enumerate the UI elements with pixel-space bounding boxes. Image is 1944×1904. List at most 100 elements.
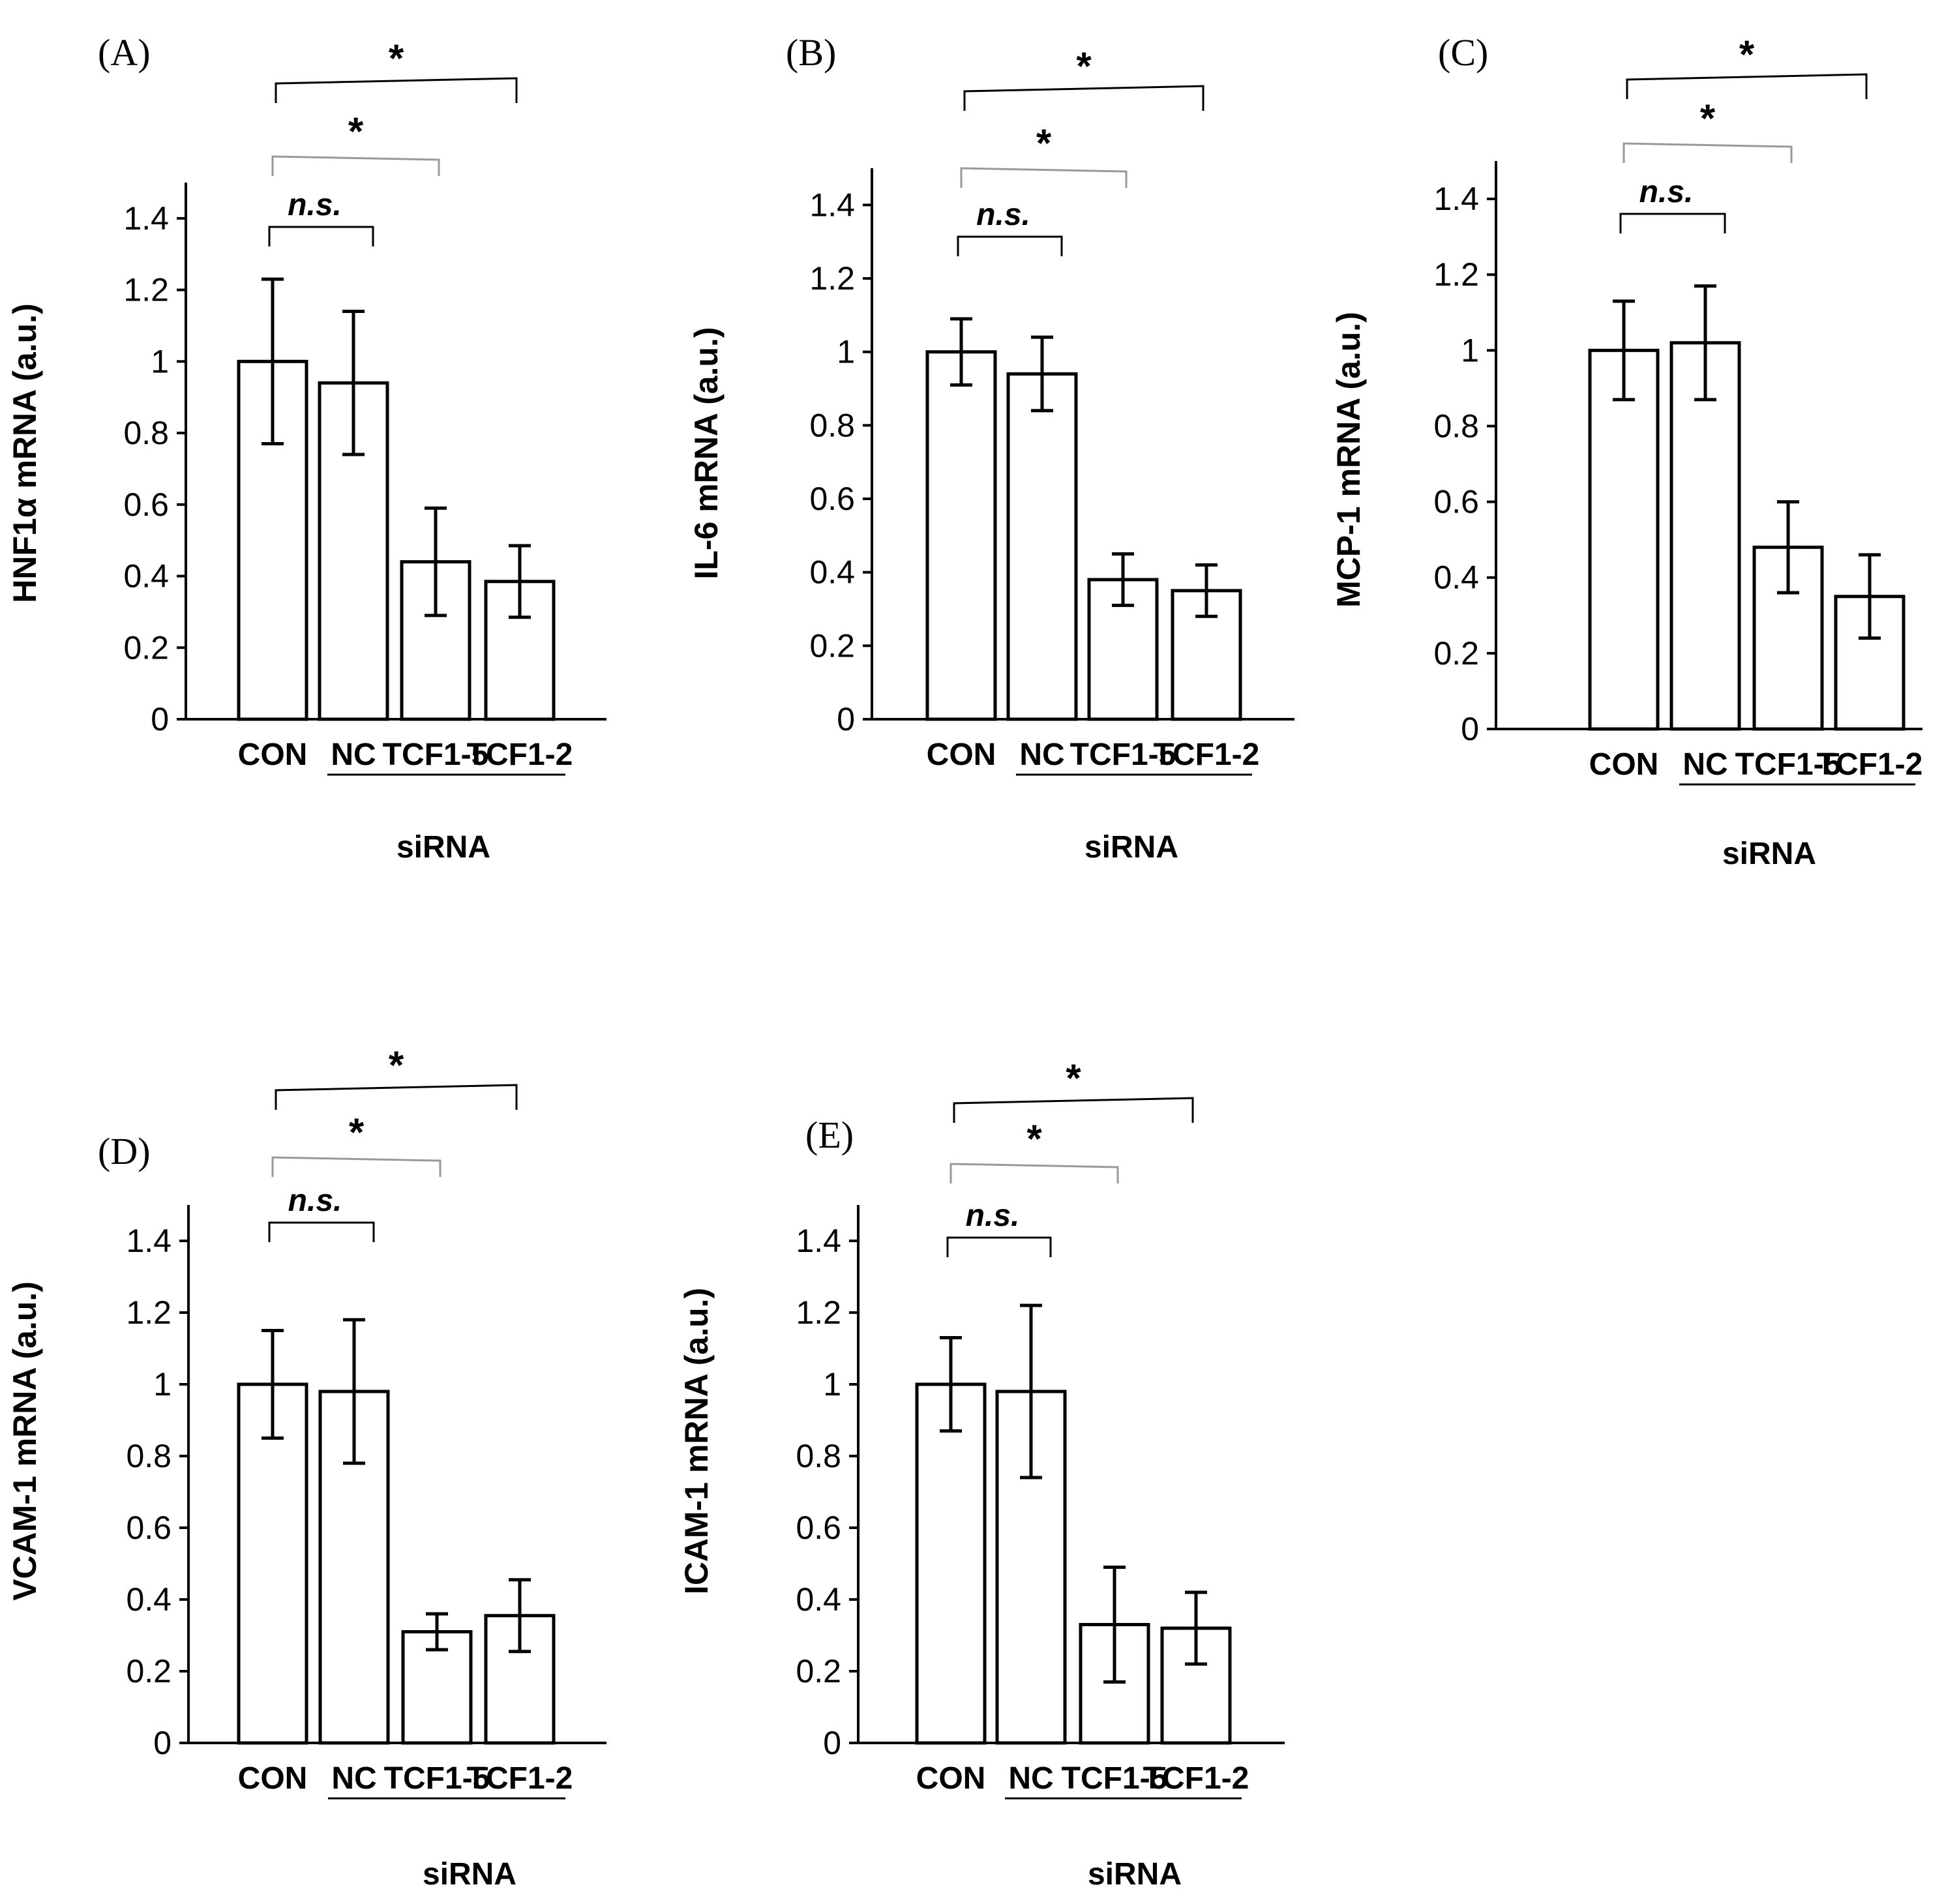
significance-label-ns: n.s. xyxy=(288,1183,342,1218)
bar-con xyxy=(925,350,997,721)
y-tick-label: 0 xyxy=(153,1725,172,1761)
y-tick-label: 1.4 xyxy=(126,1223,172,1259)
y-tick-label: 0.4 xyxy=(1433,559,1479,596)
chart-panel-1: (A) 0 0.2 0.4 0.6 0.8 1 1.2 1.4 HNF1α mRNA (a.u.)… xyxy=(7,31,606,865)
category-label: CON xyxy=(1589,747,1659,782)
y-tick-label: 1.4 xyxy=(1433,181,1479,217)
y-tick-label: 1 xyxy=(151,343,169,379)
significance-bracket xyxy=(1626,73,1868,99)
y-tick-label: 1 xyxy=(837,334,855,370)
significance-bracket xyxy=(946,1236,1052,1257)
significance-label-star: * xyxy=(389,1043,404,1087)
significance-label-ns: n.s. xyxy=(966,1198,1020,1233)
significance-label-star: * xyxy=(1739,33,1755,76)
chart-panel-5: (E) 0 0.2 0.4 0.6 0.8 1 1.2 1.4 ICAM-1 mRNA (a.u.… xyxy=(678,1056,1285,1892)
bar-con xyxy=(237,1382,308,1745)
y-tick-label: 0.6 xyxy=(126,1510,172,1546)
significance-bracket xyxy=(271,155,440,176)
y-tick-label: 1.4 xyxy=(809,186,855,223)
x-axis-title: siRNA xyxy=(1084,830,1178,865)
significance-label-star: * xyxy=(389,37,404,80)
y-tick-label: 0.6 xyxy=(123,486,169,523)
chart-panel-2: (B) 0 0.2 0.4 0.6 0.8 1 1.2 1.4 IL-6 mRNA (a.u.) C… xyxy=(688,31,1294,865)
x-axis-title: siRNA xyxy=(423,1857,516,1892)
y-tick-label: 0.4 xyxy=(809,554,855,591)
y-tick-label: 0 xyxy=(823,1725,841,1761)
panel-label: (D) xyxy=(98,1130,151,1172)
y-tick-label: 0 xyxy=(837,701,855,737)
y-tick-label: 0.8 xyxy=(809,407,855,443)
bar-tcf1-5 xyxy=(401,1630,473,1745)
significance-label-ns: n.s. xyxy=(1639,175,1694,209)
x-axis-title: siRNA xyxy=(1722,837,1816,871)
y-tick-label: 0.4 xyxy=(796,1581,841,1618)
y-axis-title: ICAM-1 mRNA (a.u.) xyxy=(678,1288,715,1594)
significance-bracket xyxy=(963,85,1204,111)
category-label: TCF1-2 xyxy=(1143,1761,1249,1796)
significance-bracket xyxy=(1622,142,1793,163)
significance-bracket xyxy=(268,226,374,246)
category-label: CON xyxy=(916,1761,986,1796)
significance-bracket xyxy=(275,77,518,103)
y-axis-title: MCP-1 mRNA (a.u.) xyxy=(1330,312,1367,608)
panel-label: (A) xyxy=(98,31,151,74)
y-tick-label: 1 xyxy=(153,1366,172,1403)
category-label: TCF1-5 xyxy=(1735,747,1842,782)
bar-nc xyxy=(1006,372,1078,721)
significance-bracket xyxy=(950,1163,1119,1183)
y-tick-label: 1.4 xyxy=(796,1223,841,1259)
y-axis-title: VCAM-1 mRNA (a.u.) xyxy=(7,1281,43,1601)
significance-label-star: * xyxy=(349,1110,365,1154)
significance-bracket xyxy=(953,1097,1194,1123)
x-axis-title: siRNA xyxy=(1088,1857,1182,1892)
y-tick-label: 1 xyxy=(1461,332,1479,368)
significance-label-star: * xyxy=(1066,1056,1081,1100)
y-tick-label: 0.2 xyxy=(796,1653,841,1689)
y-tick-label: 1.2 xyxy=(1433,256,1479,293)
category-label: NC xyxy=(1682,747,1727,782)
significance-label-star: * xyxy=(1076,44,1092,88)
y-tick-label: 1.2 xyxy=(126,1294,172,1331)
category-label: NC xyxy=(331,737,376,772)
category-label: NC xyxy=(1019,737,1064,772)
category-label: TCF1-5 xyxy=(383,737,489,772)
category-label: TCF1-5 xyxy=(384,1761,490,1796)
bar-nc xyxy=(318,381,389,721)
significance-bracket xyxy=(960,167,1128,188)
significance-label-star: * xyxy=(1026,1117,1042,1161)
significance-label-ns: n.s. xyxy=(288,188,342,222)
y-tick-label: 0.8 xyxy=(123,415,169,451)
category-label: TCF1-5 xyxy=(1070,737,1176,772)
y-tick-label: 0.2 xyxy=(1433,635,1479,672)
bar-tcf1-5 xyxy=(400,560,471,721)
y-tick-label: 0.2 xyxy=(126,1653,172,1689)
y-tick-label: 0.6 xyxy=(796,1510,841,1546)
y-tick-label: 0.8 xyxy=(1433,408,1479,444)
category-label: TCF1-2 xyxy=(1817,747,1923,782)
significance-label-star: * xyxy=(1036,121,1052,165)
y-tick-label: 0.4 xyxy=(123,558,169,595)
category-label: NC xyxy=(331,1761,376,1796)
significance-bracket xyxy=(275,1084,518,1110)
category-label: TCF1-2 xyxy=(467,737,573,772)
panel-label: (C) xyxy=(1438,31,1488,74)
y-axis-title: HNF1α mRNA (a.u.) xyxy=(7,303,43,602)
bar-con xyxy=(915,1382,987,1745)
y-tick-label: 1.4 xyxy=(123,200,169,237)
significance-bracket xyxy=(271,1156,441,1177)
significance-bracket xyxy=(268,1221,375,1242)
chart-panel-4: (D) 0 0.2 0.4 0.6 0.8 1 1.2 1.4 VCAM-1 mRNA (a.u.… xyxy=(7,1043,606,1892)
y-tick-label: 0 xyxy=(1461,711,1479,747)
chart-panel-3: (C) 0 0.2 0.4 0.6 0.8 1 1.2 1.4 MCP-1 mRNA (a.u.)… xyxy=(1330,31,1922,871)
bar-tcf1-2 xyxy=(1834,595,1906,731)
y-tick-label: 0.8 xyxy=(796,1438,841,1474)
y-tick-label: 0.2 xyxy=(809,627,855,664)
category-label: NC xyxy=(1008,1761,1053,1796)
y-tick-label: 0.6 xyxy=(809,481,855,517)
y-tick-label: 0.4 xyxy=(126,1581,172,1618)
category-label: CON xyxy=(238,1761,308,1796)
category-label: TCF1-2 xyxy=(467,1761,573,1796)
y-tick-label: 0.2 xyxy=(123,629,169,666)
y-tick-label: 0 xyxy=(151,701,169,737)
